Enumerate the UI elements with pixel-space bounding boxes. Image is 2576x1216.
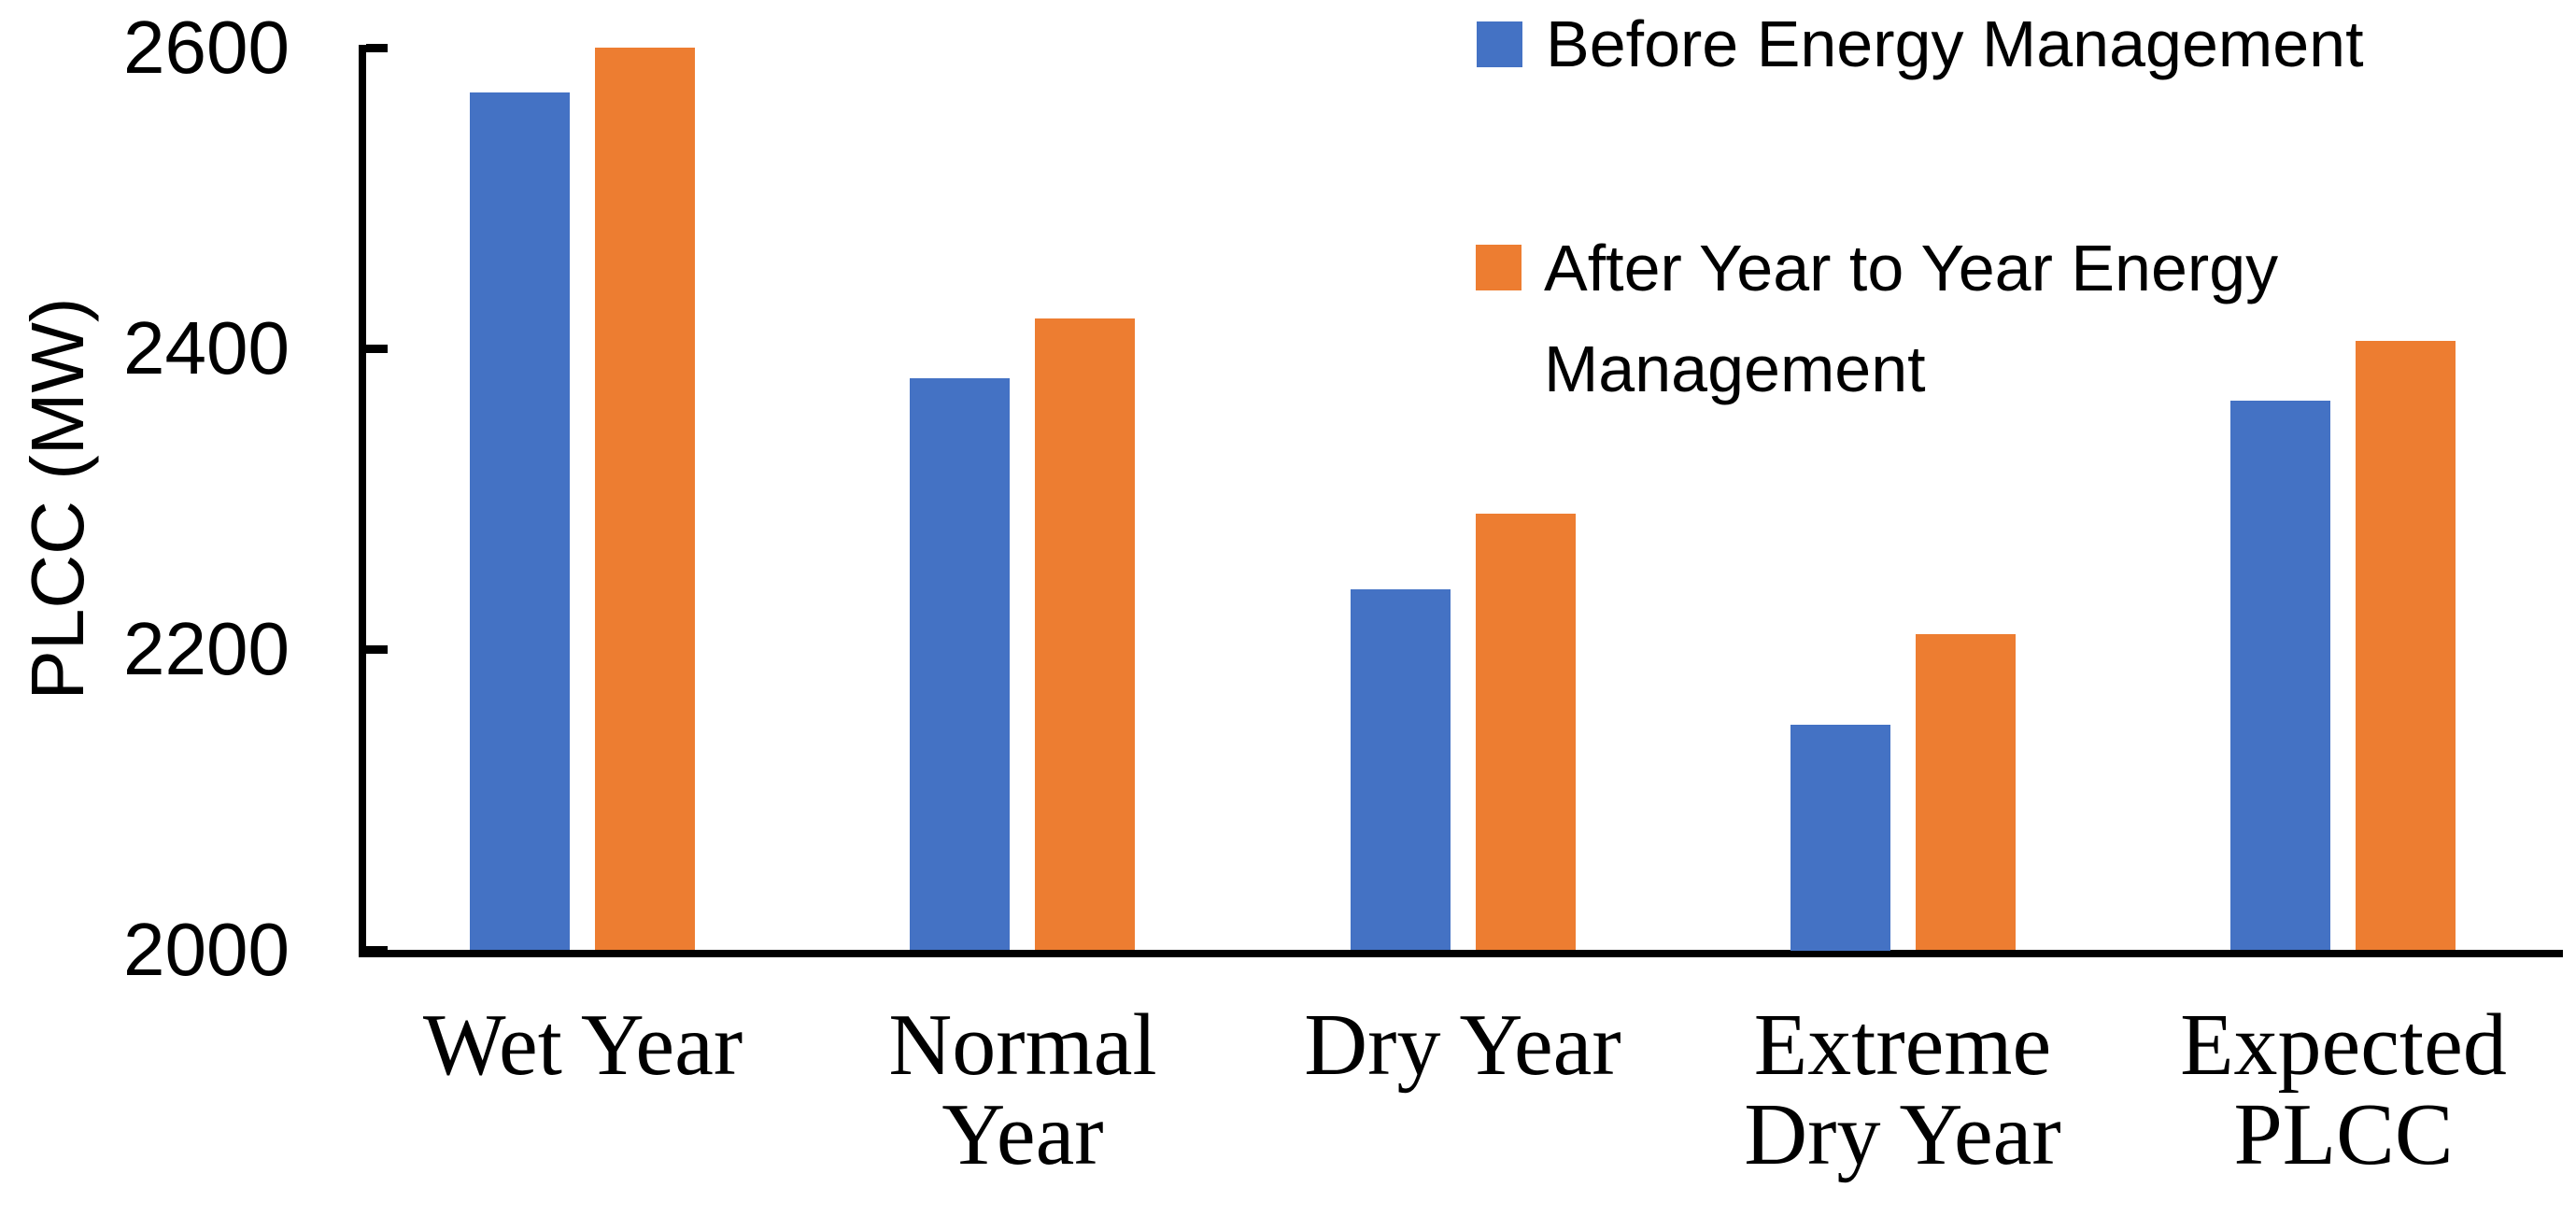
y-axis-tick bbox=[366, 945, 388, 954]
legend-swatch bbox=[1476, 245, 1522, 290]
category-label: Expected PLCC bbox=[2180, 997, 2507, 1183]
bar-before-3 bbox=[1351, 589, 1451, 950]
bar-after-3 bbox=[1476, 514, 1576, 950]
y-axis-tick-label: 2400 bbox=[123, 306, 290, 389]
bar-after-1 bbox=[595, 48, 695, 950]
bar-before-2 bbox=[910, 378, 1010, 950]
y-axis-tick-label: 2200 bbox=[123, 607, 290, 690]
bar-before-4 bbox=[1790, 725, 1890, 951]
bar-after-4 bbox=[1916, 634, 2016, 950]
category-label: Normal Year bbox=[888, 997, 1157, 1183]
y-axis-tick-label: 2600 bbox=[123, 6, 290, 89]
y-axis-tick bbox=[366, 344, 388, 353]
y-axis-tick bbox=[366, 43, 388, 52]
y-axis-tick bbox=[366, 644, 388, 654]
legend-swatch bbox=[1477, 21, 1522, 67]
legend-label: Before Energy Management bbox=[1546, 7, 2364, 80]
bar-after-5 bbox=[2356, 341, 2456, 950]
category-label: Extreme Dry Year bbox=[1744, 997, 2061, 1183]
category-label: Dry Year bbox=[1304, 997, 1621, 1094]
x-axis-line bbox=[359, 950, 2563, 957]
bar-before-1 bbox=[470, 92, 570, 950]
bar-before-5 bbox=[2230, 401, 2330, 950]
bar-after-2 bbox=[1035, 318, 1135, 950]
y-axis-line bbox=[359, 45, 366, 957]
legend-label: After Year to Year Energy Management bbox=[1544, 232, 2279, 405]
y-axis-tick-label: 2000 bbox=[123, 908, 290, 991]
category-label: Wet Year bbox=[422, 997, 743, 1094]
